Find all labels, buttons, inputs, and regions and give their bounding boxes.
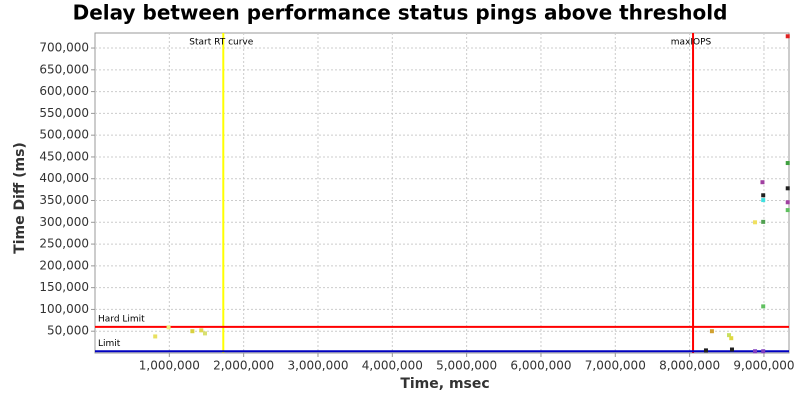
x-axis-label: Time, msec <box>400 376 489 392</box>
x-tick-label: 6,000,000 <box>510 359 571 373</box>
x-tick-label: 8,000,000 <box>659 359 720 373</box>
point <box>753 349 758 354</box>
x-tick-label: 5,000,000 <box>436 359 497 373</box>
y-tick-label: 250,000 <box>39 237 89 251</box>
point <box>785 208 790 213</box>
reference-label: maxIOPS <box>671 38 712 48</box>
reference-label: Start RT curve <box>189 38 253 48</box>
x-tick-label: 7,000,000 <box>585 359 646 373</box>
plot-area <box>94 32 790 354</box>
y-tick-label: 450,000 <box>39 149 89 163</box>
x-tick-label: 1,000,000 <box>139 359 200 373</box>
point <box>761 198 766 203</box>
x-tick-label: 2,000,000 <box>213 359 274 373</box>
point <box>203 331 208 336</box>
reference-label: Limit <box>98 339 121 349</box>
point <box>761 304 766 309</box>
y-tick-label: 300,000 <box>39 215 89 229</box>
point <box>703 348 708 353</box>
y-tick-label: 700,000 <box>39 41 89 55</box>
y-tick-label: 400,000 <box>39 171 89 185</box>
y-tick-label: 100,000 <box>39 302 89 316</box>
point <box>727 333 732 338</box>
point <box>761 349 766 354</box>
point <box>761 193 766 198</box>
y-tick-label: 500,000 <box>39 128 89 142</box>
x-tick-label: 4,000,000 <box>362 359 423 373</box>
y-tick-label: 550,000 <box>39 106 89 120</box>
point <box>199 328 204 333</box>
chart-title: Delay between performance status pings a… <box>73 1 728 25</box>
point <box>729 347 734 352</box>
y-tick-label: 650,000 <box>39 62 89 76</box>
y-tick-label: 200,000 <box>39 258 89 272</box>
reference-label: Hard Limit <box>98 314 145 324</box>
point <box>761 219 766 224</box>
point <box>785 34 790 39</box>
x-tick-label: 3,000,000 <box>287 359 348 373</box>
point <box>709 329 714 334</box>
point <box>785 200 790 205</box>
y-tick-label: 50,000 <box>47 324 89 338</box>
x-tick-label: 9,000,000 <box>733 359 794 373</box>
point <box>166 325 171 330</box>
point <box>753 220 758 225</box>
point <box>190 329 195 334</box>
y-tick-label: 350,000 <box>39 193 89 207</box>
y-axis-label: Time Diff (ms) <box>12 142 28 254</box>
point <box>729 336 734 341</box>
point <box>153 334 158 339</box>
point <box>785 161 790 166</box>
point <box>785 186 790 191</box>
point <box>760 180 765 185</box>
y-tick-label: 150,000 <box>39 280 89 294</box>
y-tick-label: 600,000 <box>39 84 89 98</box>
